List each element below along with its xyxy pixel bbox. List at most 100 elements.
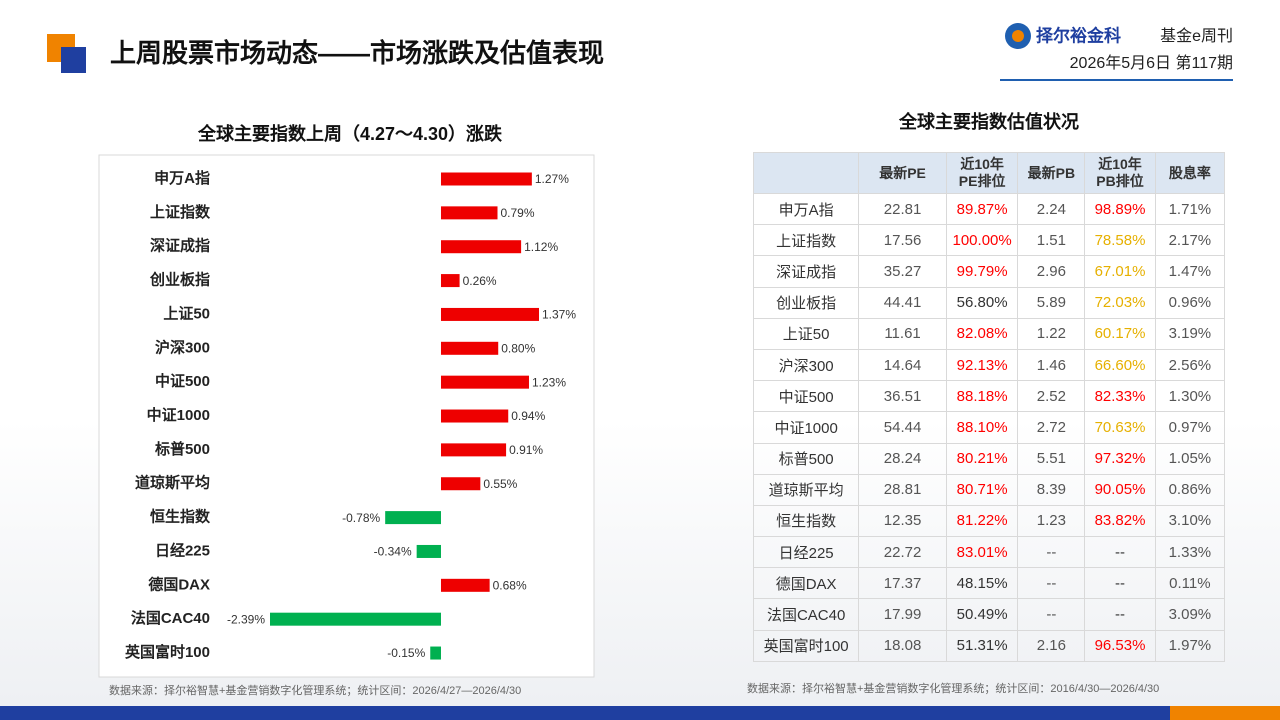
header-cell: 最新PE <box>858 152 947 194</box>
publication: 基金e周刊 <box>1160 27 1233 45</box>
issue: 2026年5月6日 第117期 <box>1070 54 1233 72</box>
cell: 17.99 <box>858 598 947 631</box>
cell: 70.63% <box>1084 411 1156 444</box>
table-row: 申万A指 22.81 89.87% 2.24 98.89% 1.71% <box>752 192 1226 226</box>
value-label: -2.39% <box>227 612 265 626</box>
bar <box>416 544 441 558</box>
page-title: 上周股票市场动态——市场涨跌及估值表现 <box>110 38 604 68</box>
bar <box>440 443 507 457</box>
cell: 80.21% <box>945 442 1019 475</box>
cell: -- <box>1084 567 1156 600</box>
bar <box>440 578 490 592</box>
row-label: 创业板指 <box>752 286 860 319</box>
cell: 14.64 <box>858 348 947 382</box>
cell: 67.01% <box>1084 255 1156 288</box>
cell: 1.33% <box>1154 536 1226 569</box>
cell: 11.61 <box>858 317 947 350</box>
header-cell <box>752 152 860 194</box>
category-label: 上证指数 <box>150 203 211 221</box>
table-row: 标普500 28.24 80.21% 5.51 97.32% 1.05% <box>752 442 1226 475</box>
table-row: 日经225 22.72 83.01% -- -- 1.33% <box>752 536 1226 569</box>
row-label: 深证成指 <box>752 255 860 288</box>
header-line: PE排位 <box>958 173 1006 189</box>
cell: 66.60% <box>1084 348 1156 382</box>
table-row: 法国CAC40 17.99 50.49% -- -- 3.09% <box>752 598 1226 631</box>
cell: 0.96% <box>1154 286 1226 319</box>
value-label: -0.15% <box>387 646 425 660</box>
cell: 88.18% <box>945 380 1019 413</box>
cell: 3.10% <box>1154 504 1226 538</box>
row-label: 中证500 <box>752 380 860 413</box>
bar <box>385 511 441 525</box>
value-label: 1.23% <box>532 375 566 389</box>
cell: 51.31% <box>945 629 1019 662</box>
bar <box>440 477 481 491</box>
cell: 3.19% <box>1154 317 1226 350</box>
row-label: 上证50 <box>752 317 860 350</box>
cell: 81.22% <box>945 504 1019 538</box>
value-label: 0.68% <box>493 578 527 592</box>
cell: 12.35 <box>858 504 947 538</box>
cell: 1.47% <box>1154 255 1226 288</box>
cell: 1.30% <box>1154 380 1226 413</box>
footer-bar <box>1170 706 1280 720</box>
cell: 18.08 <box>858 629 947 662</box>
category-label: 中证500 <box>155 372 210 390</box>
cell: 8.39 <box>1017 473 1086 506</box>
cell: 36.51 <box>858 380 947 413</box>
row-label: 标普500 <box>752 442 860 475</box>
category-label: 创业板指 <box>149 271 210 289</box>
cell: 78.58% <box>1084 224 1156 257</box>
valuation-table: 最新PE 近10年 PE排位 最新PB 近10年 PB排位 股息率 申万A指 22.81 89.8… <box>752 152 1226 662</box>
cell: 2.56% <box>1154 348 1226 382</box>
bar <box>270 612 441 626</box>
category-label: 申万A指 <box>154 169 210 187</box>
header-line: 近10年 <box>1098 156 1142 172</box>
cell: 17.37 <box>858 567 947 600</box>
source-note: 数据来源：择尔裕智慧+基金营销数字化管理系统；统计区间：2016/4/30—20… <box>747 681 1159 695</box>
cell: 50.49% <box>945 598 1019 631</box>
cell: 72.03% <box>1084 286 1156 319</box>
cell: 48.15% <box>945 567 1019 600</box>
cell: 28.24 <box>858 442 947 475</box>
cell: 5.51 <box>1017 442 1086 475</box>
table-title: 全球主要指数估值状况 <box>898 111 1079 132</box>
header-row: 最新PE 近10年 PE排位 最新PB 近10年 PB排位 股息率 <box>752 152 1226 194</box>
table-row: 中证500 36.51 88.18% 2.52 82.33% 1.30% <box>752 380 1226 413</box>
cell: 28.81 <box>858 473 947 506</box>
cell: 89.87% <box>945 192 1019 226</box>
bar <box>440 409 509 423</box>
cell: 1.97% <box>1154 629 1226 662</box>
source-note: 数据来源：择尔裕智慧+基金营销数字化管理系统；统计区间：2026/4/27—20… <box>109 683 521 697</box>
value-label: 0.94% <box>511 409 545 423</box>
cell: 2.52 <box>1017 380 1086 413</box>
category-label: 深证成指 <box>150 237 210 255</box>
cell: 1.22 <box>1017 317 1086 350</box>
cell: 99.79% <box>945 255 1019 288</box>
cell: 83.82% <box>1084 504 1156 538</box>
cell: 90.05% <box>1084 473 1156 506</box>
cell: 2.72 <box>1017 411 1086 444</box>
cell: 83.01% <box>945 536 1019 569</box>
value-label: 0.79% <box>501 206 535 220</box>
cell: 3.09% <box>1154 598 1226 631</box>
category-label: 德国DAX <box>148 575 210 593</box>
row-label: 上证指数 <box>752 224 860 257</box>
header-cell: 最新PB <box>1017 152 1086 194</box>
cell: 1.23 <box>1017 504 1086 538</box>
table-row: 恒生指数 12.35 81.22% 1.23 83.82% 3.10% <box>752 504 1226 538</box>
cell: 35.27 <box>858 255 947 288</box>
table-row: 德国DAX 17.37 48.15% -- -- 0.11% <box>752 567 1226 600</box>
cell: 0.86% <box>1154 473 1226 506</box>
cell: 97.32% <box>1084 442 1156 475</box>
row-label: 沪深300 <box>752 348 860 382</box>
value-label: 1.12% <box>524 240 558 254</box>
row-label: 日经225 <box>752 536 860 569</box>
row-label: 中证1000 <box>752 411 860 444</box>
row-label: 英国富时100 <box>752 629 860 662</box>
row-label: 道琼斯平均 <box>752 473 860 506</box>
cell: 80.71% <box>945 473 1019 506</box>
cell: 22.72 <box>858 536 947 569</box>
cell: 1.05% <box>1154 442 1226 475</box>
